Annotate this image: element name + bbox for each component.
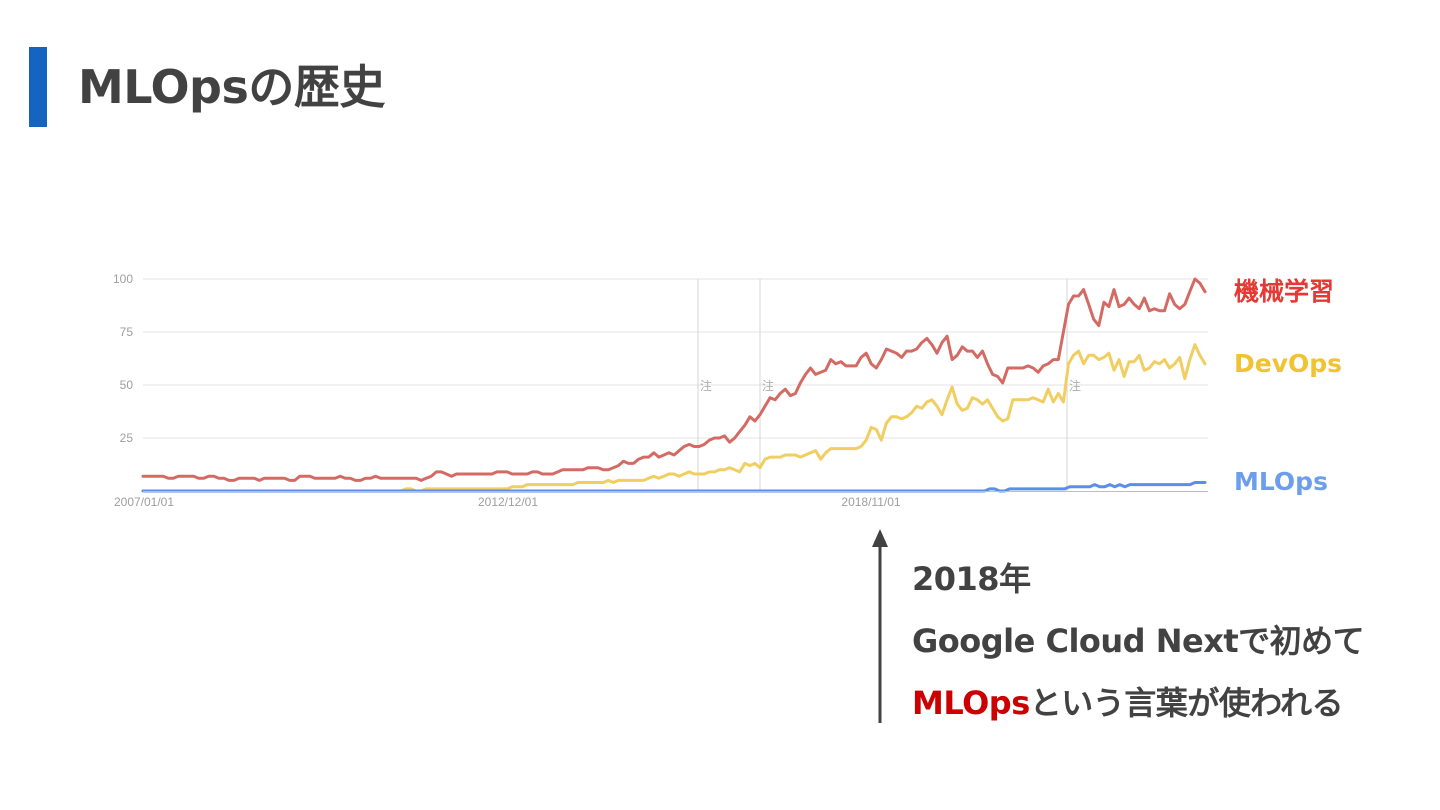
legend-label-mlops: MLOps xyxy=(1234,467,1328,496)
arrow-head xyxy=(872,529,888,547)
annotation-statement: MLOpsという言葉が使われる xyxy=(912,672,1432,734)
x-tick-label: 2012/12/01 xyxy=(478,495,538,509)
annotation-highlight-term: MLOps xyxy=(912,684,1030,722)
annotation-year: 2018年 xyxy=(912,560,1031,598)
note-marker: 注 xyxy=(700,378,712,393)
chart-legend: 機械学習 DevOps MLOps xyxy=(1234,277,1342,496)
y-tick-label: 75 xyxy=(120,325,134,339)
annotation-statement-rest: という言葉が使われる xyxy=(1029,684,1344,722)
annotation-text: 2018年 Google Cloud Nextで初めて MLOpsという言葉が使… xyxy=(912,548,1432,734)
note-marker: 注 xyxy=(1069,378,1081,393)
series-line-mlops xyxy=(141,481,1207,493)
legend-label-devops: DevOps xyxy=(1234,349,1342,378)
series-line-devops xyxy=(141,343,1207,493)
title-accent-bar xyxy=(29,47,47,127)
slide-title: MLOpsの歴史 xyxy=(78,60,385,114)
annotation-arrow xyxy=(872,529,888,723)
y-tick-label: 25 xyxy=(120,431,134,445)
y-tick-label: 50 xyxy=(120,378,134,392)
annotation-event: Google Cloud Nextで初めて xyxy=(912,622,1365,660)
x-tick-label: 2018/11/01 xyxy=(841,495,900,509)
legend-label-機械学習: 機械学習 xyxy=(1234,277,1334,306)
chart-gridlines: 100 75 50 25 xyxy=(113,272,1208,445)
x-tick-label: 2007/01/01 xyxy=(114,495,174,509)
note-marker: 注 xyxy=(762,378,774,393)
y-tick-label: 100 xyxy=(113,272,133,286)
series-line-機械学習 xyxy=(141,277,1207,482)
chart-axis: 2007/01/01 2012/12/01 2018/11/01 xyxy=(114,491,1208,509)
